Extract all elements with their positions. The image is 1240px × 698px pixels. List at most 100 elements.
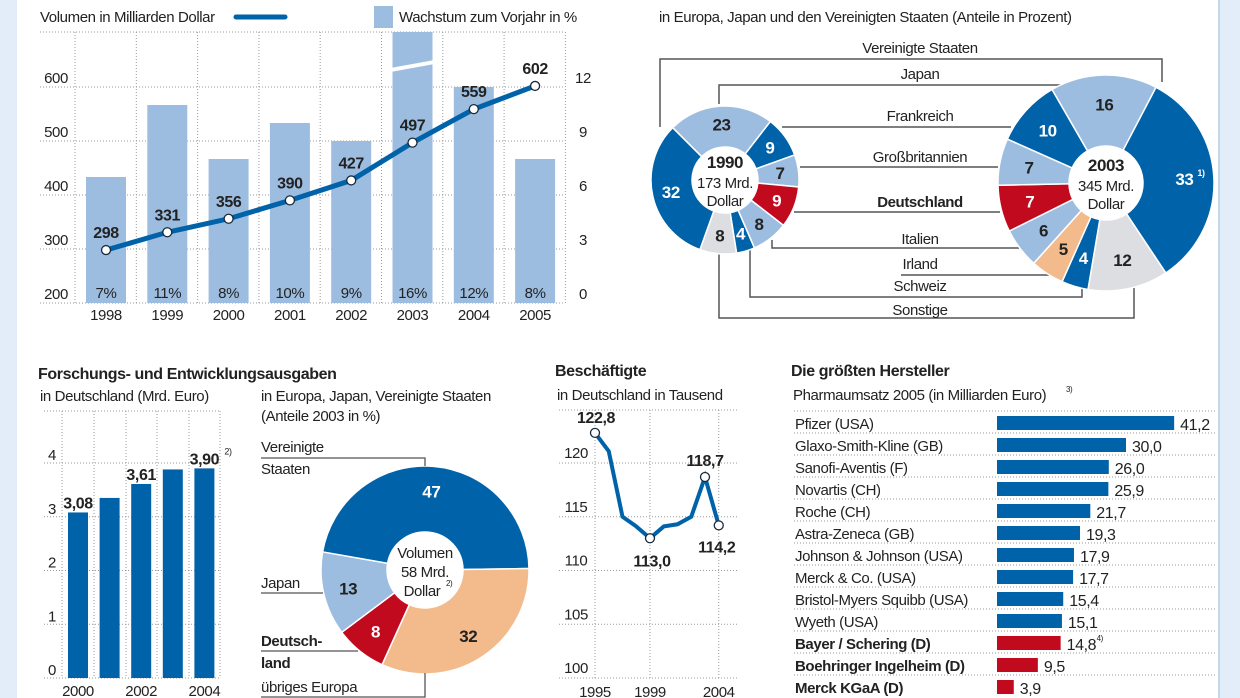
country-label: Deutschland (877, 194, 963, 211)
connector-line (718, 84, 1085, 104)
volume-value-label: 559 (461, 84, 487, 101)
y-tick-label: 100 (564, 660, 588, 677)
revenue-bar (997, 438, 1126, 452)
rd-bar (162, 469, 183, 678)
y-tick-label-left: 500 (44, 124, 68, 141)
country-label: Sonstige (892, 302, 947, 319)
revenue-value-label: 15,4 (1069, 593, 1099, 610)
x-tick-label: 2005 (519, 307, 551, 324)
volume-point (284, 195, 296, 206)
manufacturer-name: Glaxo-Smith-Kline (GB) (795, 438, 943, 455)
connector-line (718, 253, 1135, 319)
revenue-value-label: 19,3 (1086, 527, 1116, 544)
manufacturer-name: Boehringer Ingelheim (D) (795, 658, 965, 675)
rd-share-subtitle: in Europa, Japan, Vereinigte Staaten (261, 388, 491, 405)
volume-point (162, 227, 173, 238)
donut-center-unit: Dollar (707, 193, 744, 210)
segment-label: 33 (1175, 170, 1193, 189)
revenue-bar (997, 658, 1038, 672)
revenue-bar (997, 460, 1109, 474)
volume-point (346, 175, 357, 186)
y-tick-label-right: 3 (579, 232, 587, 249)
y-tick-label-right: 9 (579, 124, 587, 141)
segment-label: 5 (1059, 240, 1068, 259)
segment-label: 10 (1039, 121, 1057, 140)
country-label: Frankreich (887, 108, 954, 125)
segment-label: 13 (339, 579, 357, 598)
donut-center-year: 1990 (707, 153, 743, 172)
donut-subtitle: in Europa, Japan und den Vereinigten Sta… (659, 9, 1072, 26)
growth-bar-label: 8% (525, 285, 546, 302)
manufacturer-name: Bristol-Myers Squibb (USA) (795, 592, 968, 609)
category-label: Vereinigte (261, 439, 324, 456)
growth-bar (392, 32, 433, 303)
footnote-mark: 1) (1197, 168, 1205, 178)
footnote-mark: 2) (224, 446, 232, 456)
connector-line (771, 240, 1019, 249)
growth-bar-label: 8% (218, 285, 239, 302)
rd-bar (68, 512, 88, 678)
donut-segment (321, 465, 530, 571)
manufacturer-name: Sanofi-Aventis (F) (795, 460, 908, 477)
revenue-bar (997, 680, 1014, 694)
segment-label: 32 (662, 183, 680, 202)
rd-subtitle: in Deutschland (Mrd. Euro) (40, 388, 209, 405)
revenue-value-label: 21,7 (1096, 505, 1126, 522)
rd-share-subtitle: (Anteile 2003 in %) (261, 408, 381, 425)
country-label: Großbritannien (873, 149, 968, 166)
manufacturer-name: Merck KGaA (D) (795, 680, 903, 697)
donut-segment (381, 567, 530, 675)
section-title: Forschungs- und Entwicklungsausgaben (38, 366, 337, 383)
revenue-value-label: 41,2 (1180, 417, 1210, 434)
label-leader (261, 457, 426, 466)
y-tick-label-right: 0 (579, 286, 587, 303)
manufacturer-name: Merck & Co. (USA) (795, 570, 916, 587)
x-tick-label: 2001 (274, 307, 306, 324)
revenue-value-label: 14,8 (1067, 637, 1097, 654)
volume-point (223, 213, 234, 224)
volume-line (105, 83, 536, 253)
category-label: Japan (261, 575, 300, 592)
category-label: Staaten (261, 461, 310, 478)
volume-value-label: 390 (277, 175, 303, 192)
manufacturer-name: Bayer / Schering (D) (795, 636, 931, 653)
growth-bar-label: 11% (153, 285, 181, 302)
donut-segment (1122, 86, 1215, 274)
donut-center-volume: 58 Mrd. (401, 564, 449, 581)
connector-line (659, 58, 1163, 127)
donut-center-unit: Dollar (1088, 196, 1125, 213)
rd-bar (194, 468, 215, 678)
volume-point (407, 137, 418, 148)
volume-point (529, 80, 541, 92)
segment-label: 7 (1025, 158, 1034, 177)
y-tick-label-left: 600 (44, 70, 68, 87)
y-tick-label: 0 (48, 662, 56, 679)
segment-label: 23 (712, 116, 730, 135)
segment-label: 12 (1113, 251, 1131, 270)
volume-value-label: 602 (522, 61, 548, 78)
revenue-bar (997, 592, 1064, 606)
revenue-value-label: 17,9 (1080, 549, 1110, 566)
segment-label: 9 (765, 138, 774, 157)
x-tick-label: 1999 (151, 307, 183, 324)
revenue-value-label: 17,7 (1079, 571, 1109, 588)
segment-label: 32 (459, 627, 477, 646)
donut-center-label: Volumen (397, 545, 453, 562)
growth-bar (269, 123, 310, 303)
volume-point (468, 103, 479, 115)
legend-bar-label: Wachstum zum Vorjahr in % (399, 9, 577, 26)
volume-value-label: 427 (338, 155, 364, 172)
volume-value-label: 497 (400, 118, 426, 135)
x-tick-label: 2004 (458, 307, 490, 324)
growth-bar-label: 12% (459, 285, 488, 302)
growth-bar-label: 7% (96, 285, 117, 302)
rd-value-label: 3,90 (190, 451, 220, 468)
section-title: Beschäftigte (555, 363, 647, 380)
employees-value-label: 122,8 (577, 410, 616, 427)
manufacturer-name: Astra-Zeneca (GB) (795, 526, 914, 543)
y-tick-label-left: 300 (44, 232, 68, 249)
y-tick-label: 3 (48, 501, 56, 518)
revenue-value-label: 26,0 (1115, 461, 1145, 478)
y-tick-label-left: 200 (44, 286, 68, 303)
employees-value-label: 114,2 (698, 539, 736, 556)
